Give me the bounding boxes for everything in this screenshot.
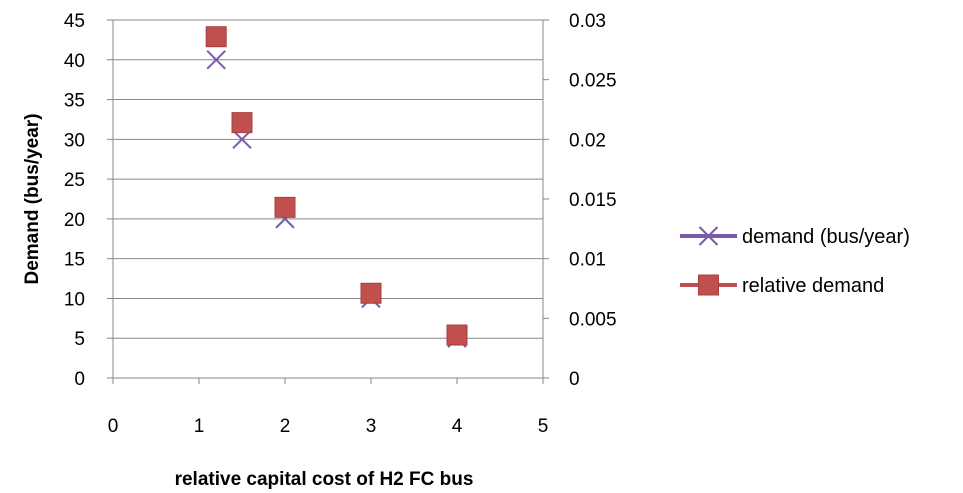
- relative-demand-point: [360, 282, 382, 304]
- demand-point: [232, 129, 252, 150]
- gridlines: [113, 19, 543, 339]
- legend: demand (bus/year) relative demand: [680, 226, 910, 297]
- x-axis-title: relative capital cost of H2 FC bus: [175, 469, 474, 490]
- y-tick-label: 30: [64, 130, 85, 151]
- tick-labels: 05101520253035404500.0050.010.0150.020.0…: [64, 11, 617, 437]
- legend-marker-x: [698, 226, 719, 246]
- legend-label: relative demand: [742, 275, 884, 297]
- y-tick-label: 10: [64, 289, 85, 310]
- legend-label: demand (bus/year): [742, 226, 910, 248]
- y-tick-label: 40: [64, 51, 85, 72]
- y-tick-label: 20: [64, 210, 85, 231]
- axes: [107, 19, 549, 384]
- y-tick-label: 0: [74, 369, 85, 390]
- x-tick-label: 5: [538, 416, 549, 437]
- y-tick-label: 15: [64, 250, 85, 271]
- relative-demand-point: [231, 112, 253, 134]
- legend-item: relative demand: [680, 274, 884, 297]
- x-tick-label: 1: [194, 416, 205, 437]
- y-tick-label: 25: [64, 170, 85, 191]
- y2-tick-label: 0: [569, 369, 580, 390]
- data-points: [205, 26, 468, 348]
- y2-tick-label: 0.02: [569, 130, 606, 151]
- x-tick-label: 4: [452, 416, 463, 437]
- y-tick-label: 45: [64, 11, 85, 32]
- relative-demand-point: [446, 324, 468, 346]
- y-tick-label: 5: [74, 329, 85, 350]
- relative-demand-point: [274, 196, 296, 218]
- y-tick-label: 35: [64, 91, 85, 112]
- y2-tick-label: 0.005: [569, 309, 617, 330]
- legend-item: demand (bus/year): [680, 226, 910, 248]
- y-axis-title: Demand (bus/year): [22, 113, 43, 284]
- y2-tick-label: 0.015: [569, 190, 617, 211]
- x-tick-label: 2: [280, 416, 291, 437]
- y2-tick-label: 0.025: [569, 71, 617, 92]
- relative-demand-point: [205, 26, 227, 48]
- y2-tick-label: 0.01: [569, 250, 606, 271]
- legend-marker-square: [698, 274, 719, 296]
- x-tick-label: 3: [366, 416, 377, 437]
- x-tick-label: 0: [108, 416, 119, 437]
- demand-point: [206, 50, 226, 70]
- y2-tick-label: 0.03: [569, 11, 606, 32]
